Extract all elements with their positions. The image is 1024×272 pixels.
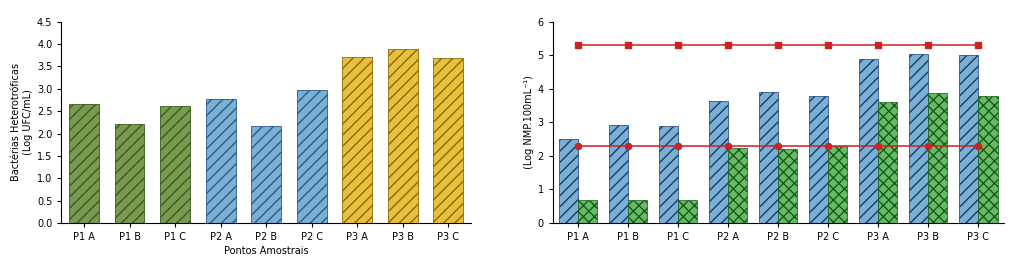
Bar: [161, 106, 190, 223]
Bar: [728, 147, 748, 223]
Bar: [759, 92, 778, 223]
Bar: [710, 101, 728, 223]
Bar: [828, 146, 847, 223]
Bar: [342, 57, 372, 223]
Bar: [433, 58, 463, 223]
Bar: [659, 126, 678, 223]
Bar: [778, 149, 798, 223]
Bar: [70, 104, 99, 223]
Bar: [909, 54, 929, 223]
Bar: [678, 200, 697, 223]
Bar: [115, 124, 144, 223]
Bar: [809, 95, 828, 223]
Bar: [628, 200, 647, 223]
Bar: [388, 49, 418, 223]
Bar: [252, 126, 281, 223]
Bar: [929, 93, 947, 223]
Y-axis label: (Log NMP.100mL⁻¹): (Log NMP.100mL⁻¹): [523, 75, 534, 169]
Bar: [297, 90, 327, 223]
Bar: [859, 59, 879, 223]
Bar: [879, 102, 897, 223]
Bar: [959, 55, 979, 223]
Bar: [578, 200, 597, 223]
Y-axis label: Bactérias Heterotróficas
(Log UFC/mL): Bactérias Heterotróficas (Log UFC/mL): [11, 63, 33, 181]
Bar: [979, 96, 997, 223]
Bar: [559, 138, 578, 223]
Bar: [609, 125, 628, 223]
Bar: [206, 99, 236, 223]
X-axis label: Pontos Amostrais: Pontos Amostrais: [224, 246, 308, 256]
